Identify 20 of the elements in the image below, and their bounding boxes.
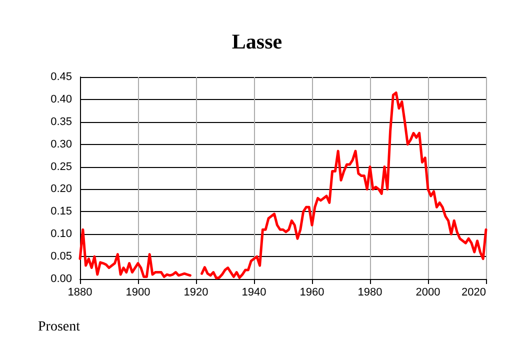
x-tick-label: 1980 (358, 286, 382, 298)
y-tick-label: 0.20 (50, 183, 72, 196)
x-tick-label: 1940 (242, 286, 266, 298)
x-tick-label: 1900 (126, 286, 150, 298)
y-tick-label: 0.40 (50, 93, 72, 106)
y-tick-label: 0.45 (50, 71, 72, 83)
chart-title: Lasse (232, 30, 282, 54)
y-tick-label: 0.10 (50, 228, 72, 240)
y-tick-label: 0.30 (50, 138, 72, 150)
x-tick-label: 2020 (462, 286, 486, 298)
x-tick-label: 1920 (184, 286, 208, 298)
x-tick-label: 2000 (416, 286, 440, 298)
y-tick-label: 0.05 (50, 250, 72, 263)
y-tick-label: 0.15 (50, 206, 72, 218)
text: Prosent (38, 320, 80, 334)
y-tick-label: 0.25 (50, 160, 72, 173)
x-tick-label: 1960 (300, 286, 324, 298)
y-tick-label: 0.00 (50, 273, 72, 285)
x-tick-label: 1880 (68, 286, 92, 298)
y-tick-label: 0.35 (50, 116, 72, 128)
